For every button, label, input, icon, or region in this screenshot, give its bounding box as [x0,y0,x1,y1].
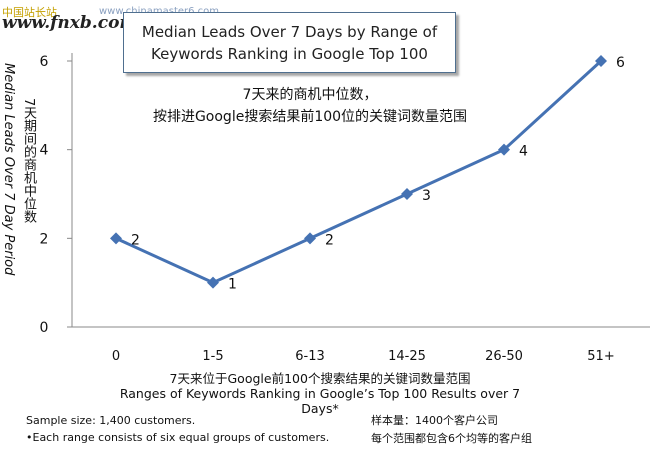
data-point-marker [498,143,510,156]
y-tick-label: 6 [40,54,49,70]
chart-title-line2: Keywords Ranking in Google Top 100 [151,44,428,63]
y-axis-label-cn: 7天期间的商机中位数 [21,98,36,224]
x-tick-label: 0 [112,349,120,364]
data-label: 1 [228,277,237,293]
y-tick-label: 0 [40,320,49,336]
annotation-line2: 按排进Google搜索结果前100位的关键词数量范围 [152,109,468,125]
x-tick-label: 14-25 [388,349,426,364]
data-point-marker [595,55,607,67]
note-sample-size-cn: 样本量：1400个客户公司 [371,414,498,427]
note-range-definition-cn: 每个范围都包含6个均等的客户组 [371,432,532,445]
data-series: 2 1 2 3 4 6 [110,55,625,293]
annotation-cn: 7天来的商机中位数， 按排进Google搜索结果前100位的关键词数量范围 [145,84,475,128]
data-point-marker [110,232,122,245]
data-point-marker [304,232,316,245]
watermark-site: www.fnxb.com [2,13,138,33]
x-tick-label: 6-13 [295,349,325,364]
y-tick-label: 4 [40,143,49,159]
chart-title-line1: Median Leads Over 7 Days by Range of [141,22,438,41]
data-label: 2 [325,232,334,248]
y-tick-label: 2 [40,231,49,247]
x-tick-label: 51+ [587,349,614,364]
x-axis-label-cn: 7天来位于Google前100个搜索结果的关键词数量范围 [169,371,471,386]
data-label: 3 [422,188,431,204]
x-axis-label-en: Ranges of Keywords Ranking in Google’s T… [119,386,521,416]
watermark-url: www.chinamaster6.com [99,6,219,17]
data-label: 6 [616,55,625,71]
annotation-line1: 7天来的商机中位数， [242,87,378,103]
series-line [115,59,603,285]
data-label: 4 [519,144,528,160]
data-point-marker [207,276,219,289]
data-point-marker [401,188,413,200]
y-axis-label-en: Median Leads Over 7 Day Period [1,63,16,276]
axes: 0 2 4 6 0 1-5 6-13 14-25 26-50 51+ [40,53,650,364]
watermark-cn: 中国站长站 [2,6,57,19]
x-tick-label: 26-50 [485,349,523,364]
x-tick-label: 1-5 [202,349,223,364]
note-range-definition: •Each range consists of six equal groups… [26,431,330,444]
data-label: 2 [131,232,140,248]
chart-title-box: Median Leads Over 7 Days by Range of Key… [123,12,456,73]
note-sample-size: Sample size: 1,400 customers. [26,414,196,427]
